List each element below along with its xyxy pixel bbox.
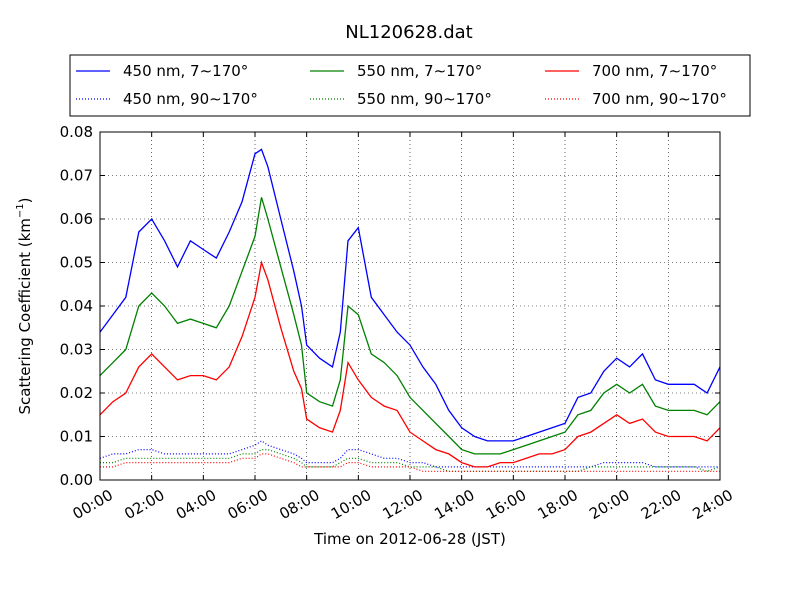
y-axis-label-main: Scattering Coefficient (km xyxy=(16,218,34,414)
y-tick-label: 0.00 xyxy=(60,471,93,489)
y-tick-label: 0.02 xyxy=(60,384,93,402)
y-tick-label: 0.08 xyxy=(60,123,93,141)
series-line-1 xyxy=(99,148,721,442)
legend-label-4: 450 nm, 90∼170° xyxy=(123,90,258,108)
chart-grid xyxy=(100,132,720,480)
legend-label-6: 700 nm, 90∼170° xyxy=(592,90,727,108)
series-line-6 xyxy=(100,453,720,472)
y-axis-label-superscript: −1 xyxy=(15,203,26,218)
series-line-4 xyxy=(99,440,720,468)
x-tick-label: 10:00 xyxy=(328,486,374,523)
x-tick-label: 04:00 xyxy=(173,486,219,523)
y-axis-ticks: 0.00 0.01 0.02 0.03 0.04 0.05 0.06 0.07 0.08 xyxy=(60,123,720,489)
x-tick-label: 12:00 xyxy=(380,486,426,523)
chart-legend: 450 nm, 7∼170° 550 nm, 7∼170° 700 nm, 7∼17… xyxy=(69,54,751,117)
chart-series-lines xyxy=(99,148,721,472)
legend-frame xyxy=(69,54,751,117)
y-tick-label: 0.06 xyxy=(60,210,93,228)
x-tick-label: 22:00 xyxy=(638,486,684,523)
legend-label-1: 450 nm, 7∼170° xyxy=(123,62,248,80)
x-tick-label: 02:00 xyxy=(121,486,167,523)
legend-label-2: 550 nm, 7∼170° xyxy=(357,62,482,80)
legend-label-5: 550 nm, 90∼170° xyxy=(357,90,492,108)
chart-title: NL120628.dat xyxy=(345,22,472,43)
series-line-2 xyxy=(99,197,721,455)
x-tick-label: 16:00 xyxy=(483,486,529,523)
x-tick-label: 24:00 xyxy=(690,486,736,523)
series-line-5 xyxy=(100,449,721,472)
y-tick-label: 0.03 xyxy=(60,341,93,359)
x-tick-label: 08:00 xyxy=(276,486,322,523)
y-axis-label-close: ) xyxy=(16,197,34,203)
y-tick-label: 0.04 xyxy=(60,297,93,315)
x-tick-label: 18:00 xyxy=(535,486,581,523)
series-line-3 xyxy=(99,260,721,468)
y-tick-label: 0.07 xyxy=(60,167,93,185)
x-tick-label: 14:00 xyxy=(431,486,477,523)
y-tick-label: 0.01 xyxy=(60,428,93,446)
x-tick-label: 06:00 xyxy=(225,486,271,523)
x-tick-label: 20:00 xyxy=(586,486,632,523)
legend-label-3: 700 nm, 7∼170° xyxy=(592,62,717,80)
y-tick-label: 0.05 xyxy=(60,254,93,272)
x-axis-label: Time on 2012-06-28 (JST) xyxy=(313,530,506,548)
x-tick-label: 00:00 xyxy=(70,486,116,523)
y-axis-label: Scattering Coefficient (km−1) xyxy=(15,197,34,414)
